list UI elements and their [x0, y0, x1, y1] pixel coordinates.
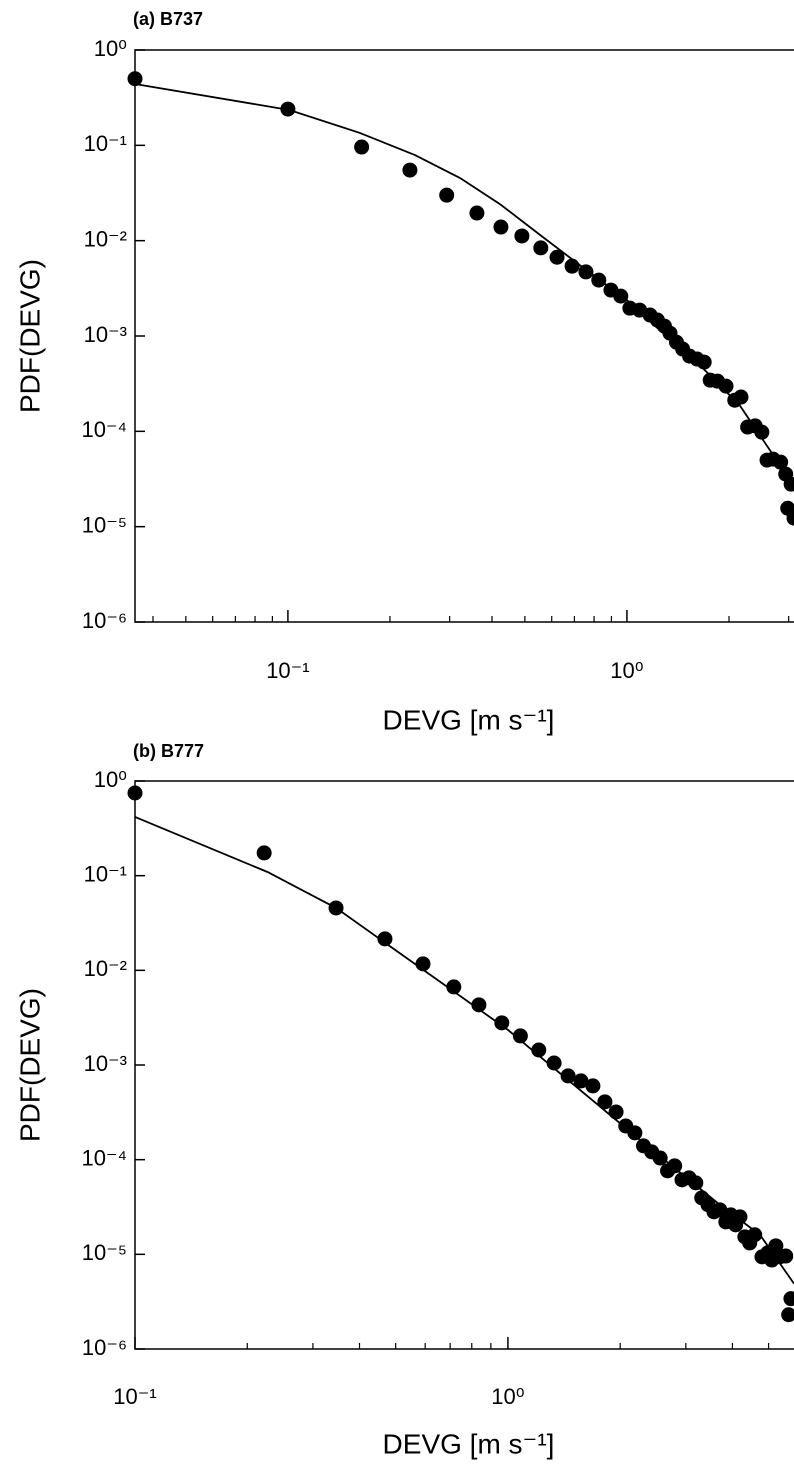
y-tick-label: 10⁻¹ [84, 861, 127, 886]
data-point [560, 1068, 576, 1084]
fit-line [134, 816, 794, 1285]
data-point [564, 258, 580, 274]
x-axis-label: DEVG [m s⁻¹] [383, 1428, 555, 1459]
data-point [354, 139, 370, 155]
data-point [578, 264, 594, 280]
data-point [781, 1307, 794, 1323]
data-point [446, 979, 462, 995]
y-axis-label: PDF(DEVG) [14, 988, 45, 1142]
data-point [573, 1073, 589, 1089]
panel-title: (a) B737 [133, 9, 203, 29]
y-tick-label: 10⁻⁶ [82, 1335, 127, 1360]
y-tick-label: 10⁻⁵ [82, 1240, 127, 1265]
data-point [773, 454, 789, 470]
data-point [696, 354, 712, 370]
axis-frame [134, 780, 794, 1350]
data-point [514, 228, 530, 244]
x-tick-label: 10⁰ [610, 658, 643, 683]
panel-title: (b) B777 [133, 741, 204, 761]
data-point [546, 1055, 562, 1071]
data-point [493, 219, 509, 235]
y-tick-label: 10⁻² [84, 226, 127, 251]
data-point [732, 1209, 748, 1225]
data-point [494, 1015, 510, 1031]
data-point [608, 1104, 624, 1120]
data-point [377, 931, 393, 947]
data-point [533, 240, 549, 256]
data-point [402, 162, 418, 178]
data-point [786, 510, 794, 526]
data-point [627, 1125, 643, 1141]
data-point [439, 187, 455, 203]
data-point [688, 1175, 704, 1191]
data-point [549, 249, 565, 265]
data-point [256, 845, 272, 861]
chart-panel: (b) B777 10⁰ 10⁻¹ 10⁻² 10⁻³ 10⁻⁴ 10⁻⁵ 10⁻⁶ 10⁻¹ 1… [14, 741, 794, 1459]
data-point [127, 785, 143, 801]
y-tick-label: 10⁻² [84, 956, 127, 981]
data-point [471, 997, 487, 1013]
data-point [747, 1227, 763, 1243]
data-point [718, 378, 734, 394]
data-point [667, 1158, 683, 1174]
y-tick-label: 10⁻⁵ [82, 512, 127, 537]
x-tick-label: 10⁻¹ [113, 1384, 156, 1409]
data-point [469, 205, 485, 221]
y-tick-label: 10⁻³ [84, 322, 127, 347]
y-axis-label: PDF(DEVG) [14, 259, 45, 413]
y-tick-label: 10⁻⁴ [81, 417, 127, 442]
data-point [585, 1078, 601, 1094]
data-point [754, 424, 770, 440]
axis-frame [134, 49, 794, 623]
data-point [531, 1042, 547, 1058]
x-axis-label: DEVG [m s⁻¹] [383, 704, 555, 735]
y-tick-label: 10⁰ [94, 36, 127, 61]
y-tick-label: 10⁻⁴ [81, 1145, 127, 1170]
fit-line [134, 83, 794, 486]
y-tick-label: 10⁻⁶ [82, 608, 127, 633]
data-point [127, 71, 143, 87]
y-tick-label: 10⁰ [94, 767, 127, 792]
data-point [783, 1291, 794, 1307]
data-point [733, 389, 749, 405]
data-point [778, 1248, 794, 1264]
y-tick-label: 10⁻¹ [84, 131, 127, 156]
data-point [512, 1028, 528, 1044]
x-tick-label: 10⁻¹ [266, 658, 309, 683]
y-tick-label: 10⁻³ [84, 1051, 127, 1076]
x-tick-label: 10⁰ [491, 1384, 524, 1409]
data-point [597, 1094, 613, 1110]
chart-panel: (a) B737 10⁰ 10⁻¹ 10⁻² 10⁻³ 10⁻⁴ 10⁻⁵ 10⁻⁶ 10⁻¹ 1… [14, 9, 794, 735]
